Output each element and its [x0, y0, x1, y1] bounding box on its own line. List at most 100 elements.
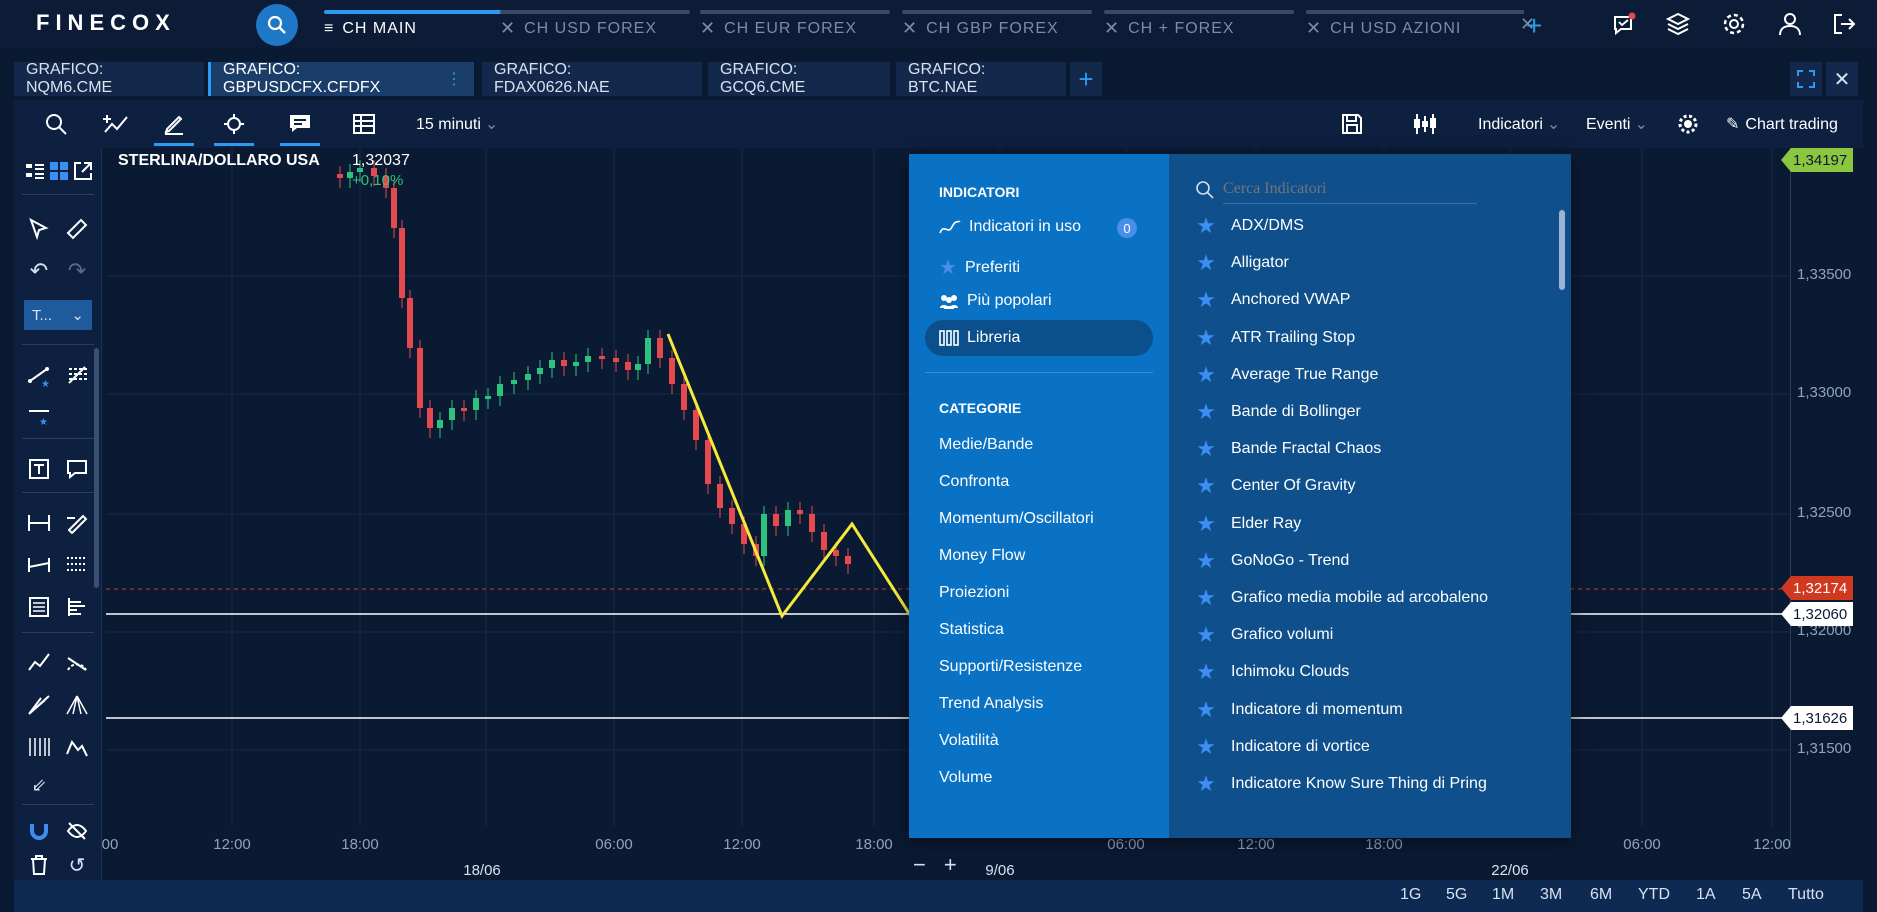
category-item[interactable]: Proiezioni [939, 584, 1010, 601]
text-style-dropdown[interactable]: T... ⌄ [24, 300, 92, 330]
star-icon[interactable]: ★ [1196, 622, 1216, 648]
zoom-in-button[interactable]: + [943, 852, 957, 877]
range-3m[interactable]: 3M [1540, 886, 1563, 903]
channel-tool[interactable] [22, 548, 56, 582]
toolbar-scrollbar[interactable] [94, 348, 99, 588]
category-item[interactable]: Money Flow [939, 547, 1026, 564]
category-item[interactable]: Medie/Bande [939, 436, 1034, 453]
category-item[interactable]: Momentum/Oscillatori [939, 510, 1094, 527]
star-icon[interactable]: ★ [1196, 771, 1216, 796]
volume-profile-tool[interactable] [60, 590, 94, 624]
indicator-item[interactable]: ★ Grafico volumi [1195, 622, 1333, 648]
category-item[interactable]: Confronta [939, 473, 1010, 490]
list-view-button[interactable] [18, 154, 52, 188]
select-tool[interactable] [22, 212, 56, 246]
tab-ch-plus-forex[interactable]: ✕ CH + FOREX [1104, 10, 1294, 46]
star-icon[interactable]: ★ [1196, 436, 1216, 462]
close-icon[interactable]: ✕ [500, 18, 517, 38]
price-measure-tool[interactable] [60, 506, 94, 540]
polyline-tool[interactable] [22, 646, 56, 680]
star-icon[interactable]: ★ [1196, 473, 1216, 499]
chart-settings-button[interactable] [1668, 106, 1708, 142]
range-5a[interactable]: 5A [1742, 886, 1762, 903]
chart-tab-nqm6[interactable]: GRAFICO: NQM6.CME [14, 61, 204, 96]
menu-library[interactable]: Libreria [925, 320, 1153, 356]
layers-button[interactable] [1662, 8, 1694, 40]
star-icon[interactable]: ★ [1196, 547, 1216, 573]
close-icon[interactable]: ✕ [1306, 18, 1323, 38]
chart-tab-btc[interactable]: GRAFICO: BTC.NAE [896, 61, 1066, 96]
drawing-tools-button[interactable] [154, 106, 194, 146]
events-menu-button[interactable]: Eventi ⌄ [1586, 114, 1648, 134]
indicator-item[interactable]: ★ Grafico media mobile ad arcobaleno [1195, 585, 1488, 610]
close-chart-button[interactable]: ✕ [1826, 62, 1858, 96]
star-icon[interactable]: ★ [1196, 585, 1216, 610]
compare-button[interactable] [96, 106, 136, 142]
category-item[interactable]: Volume [939, 769, 993, 786]
chart-tab-gcq6[interactable]: GRAFICO: GCQ6.CME [708, 61, 890, 96]
magnet-toggle[interactable] [22, 814, 56, 848]
interval-selector[interactable]: 15 minuti ⌄ [416, 114, 498, 134]
logout-button[interactable] [1828, 8, 1860, 40]
indicator-item[interactable]: ★ ADX/DMS [1195, 213, 1304, 238]
price-axis[interactable]: 1,34197 1,33500 1,33000 1,32500 1,32000 … [1781, 148, 1863, 848]
arc-tool[interactable] [60, 646, 94, 680]
range-1g[interactable]: 1G [1400, 886, 1422, 903]
text-tool[interactable] [22, 452, 56, 486]
star-icon[interactable]: ★ [1196, 361, 1216, 387]
range-ytd[interactable]: YTD [1638, 886, 1670, 903]
indicator-item[interactable]: ★ Average True Range [1195, 361, 1378, 387]
save-layout-button[interactable] [1332, 106, 1372, 142]
range-6m[interactable]: 6M [1590, 886, 1613, 903]
tab-ch-gbp-forex[interactable]: ✕ CH GBP FOREX [902, 10, 1092, 46]
tab-ch-usd-azioni[interactable]: ✕ CH USD AZIONI [1306, 10, 1516, 46]
category-item[interactable]: Trend Analysis [939, 695, 1044, 712]
range-5g[interactable]: 5G [1446, 886, 1468, 903]
chart-type-button[interactable] [1406, 106, 1446, 142]
star-icon[interactable]: ★ [1196, 213, 1216, 238]
range-1a[interactable]: 1A [1696, 886, 1716, 903]
indicator-item[interactable]: ★ Alligator [1195, 250, 1289, 276]
tab-ch-usd-forex[interactable]: ✕ CH USD FOREX [500, 10, 690, 46]
indicators-menu-button[interactable]: Indicatori ⌄ [1478, 114, 1560, 134]
star-icon[interactable]: ★ [1196, 250, 1216, 276]
indicator-search-input[interactable] [1223, 174, 1477, 204]
elliott-tool[interactable] [60, 730, 94, 764]
indicator-item[interactable]: ★ Ichimoku Clouds [1195, 659, 1349, 685]
ruler-tool[interactable] [60, 212, 94, 246]
indicator-item[interactable]: ★ Bande di Bollinger [1195, 399, 1361, 424]
annotations-button[interactable] [280, 106, 320, 146]
tab-ch-eur-forex[interactable]: ✕ CH EUR FOREX [700, 10, 890, 46]
star-icon[interactable]: ★ [1196, 733, 1216, 759]
settings-button[interactable] [1718, 8, 1750, 40]
close-icon[interactable]: ✕ [1104, 18, 1121, 38]
star-icon[interactable]: ★ [1196, 399, 1216, 424]
indicator-list-scrollbar[interactable] [1559, 210, 1565, 290]
indicator-item[interactable]: ★ Bande Fractal Chaos [1195, 436, 1381, 462]
menu-indicators-in-use[interactable]: Indicatori in uso 0 [939, 218, 1137, 238]
star-icon[interactable]: ★ [1196, 510, 1216, 536]
popout-button[interactable] [66, 154, 100, 188]
tab-ch-main[interactable]: ≡ CH MAIN [324, 10, 512, 46]
symbol-search-button[interactable] [36, 106, 76, 142]
data-table-button[interactable] [344, 106, 384, 142]
chart-tab-gbpusd[interactable]: GRAFICO: GBPUSDCFX.CFDFX ⋮ [208, 61, 474, 96]
range-1m[interactable]: 1M [1492, 886, 1515, 903]
horizontal-line-tool[interactable]: ★ [22, 398, 56, 432]
delete-drawings-button[interactable] [22, 848, 56, 882]
close-icon[interactable]: ✕ [1520, 14, 1536, 34]
star-icon[interactable]: ★ [1196, 696, 1216, 722]
category-item[interactable]: Supporti/Resistenze [939, 658, 1083, 675]
star-icon[interactable]: ★ [1196, 324, 1216, 350]
crosshair-button[interactable] [214, 106, 254, 146]
reset-button[interactable]: ↺ [60, 848, 94, 882]
redo-button[interactable]: ↷ [60, 254, 94, 288]
hide-drawings-toggle[interactable] [60, 814, 94, 848]
category-item[interactable]: Volatilità [939, 732, 999, 749]
callout-tool[interactable] [60, 452, 94, 486]
category-item[interactable]: Statistica [939, 621, 1004, 638]
star-icon[interactable]: ★ [1196, 659, 1216, 685]
cycle-lines-tool[interactable] [22, 730, 56, 764]
fullscreen-button[interactable] [1790, 62, 1822, 96]
zoom-out-button[interactable]: − [913, 852, 926, 877]
